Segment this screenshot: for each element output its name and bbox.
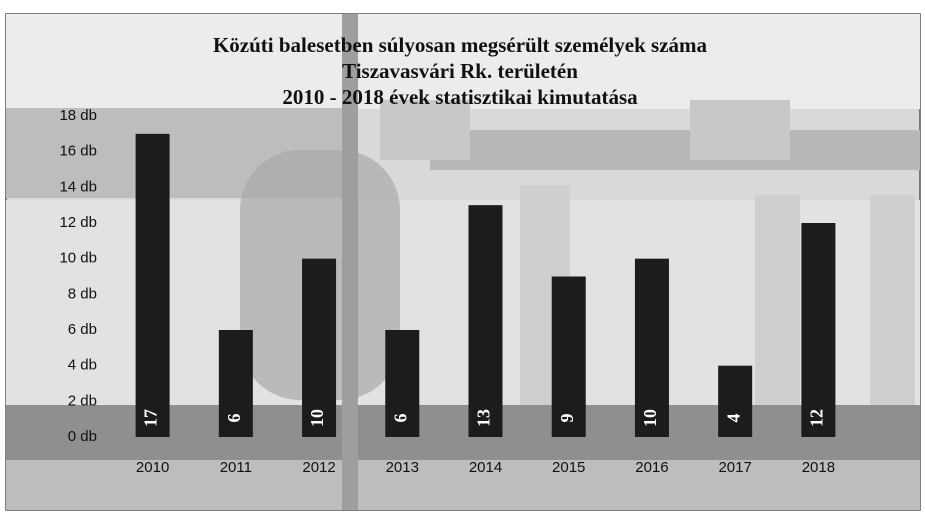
x-tick-label: 2015	[552, 459, 585, 476]
y-tick-label: 12 db	[59, 214, 97, 231]
y-tick-label: 8 db	[68, 285, 97, 302]
chart-subtitle: 2010 - 2018 évek statisztikai kimutatása	[282, 85, 638, 109]
x-tick-label: 2012	[302, 459, 335, 476]
y-tick-label: 0 db	[68, 428, 97, 445]
bar	[218, 330, 253, 437]
background-photo	[5, 13, 921, 511]
data-label: 10	[640, 409, 660, 427]
x-tick-label: 2016	[635, 459, 668, 476]
chart-title: Közúti balesetben súlyosan megsérült sze…	[213, 33, 708, 57]
data-label: 13	[474, 409, 494, 427]
y-tick-label: 18 db	[59, 107, 97, 124]
data-label: 6	[224, 414, 244, 423]
bar	[634, 258, 669, 437]
y-tick-label: 10 db	[59, 250, 97, 267]
x-tick-label: 2014	[469, 459, 502, 476]
bar	[468, 205, 503, 437]
x-tick-label: 2011	[220, 459, 252, 476]
bar	[302, 258, 337, 437]
y-tick-label: 4 db	[68, 357, 97, 374]
y-tick-label: 6 db	[68, 321, 97, 338]
data-label: 17	[141, 409, 161, 427]
y-tick-label: 14 db	[59, 178, 97, 195]
data-label: 10	[307, 409, 327, 427]
data-label: 4	[723, 414, 743, 423]
y-tick-label: 2 db	[68, 392, 97, 409]
data-label: 9	[557, 414, 577, 423]
x-tick-label: 2010	[136, 459, 169, 476]
chart-subtitle: Tiszavasvári Rk. területén	[342, 59, 578, 83]
bar	[801, 223, 836, 437]
y-tick-label: 16 db	[59, 143, 97, 160]
bar	[385, 330, 420, 437]
bar	[551, 276, 586, 437]
x-tick-label: 2018	[802, 459, 835, 476]
bar	[135, 133, 170, 438]
x-tick-label: 2017	[718, 459, 751, 476]
x-tick-label: 2013	[386, 459, 419, 476]
data-label: 12	[807, 409, 827, 427]
bar	[718, 365, 753, 437]
data-label: 6	[390, 414, 410, 423]
